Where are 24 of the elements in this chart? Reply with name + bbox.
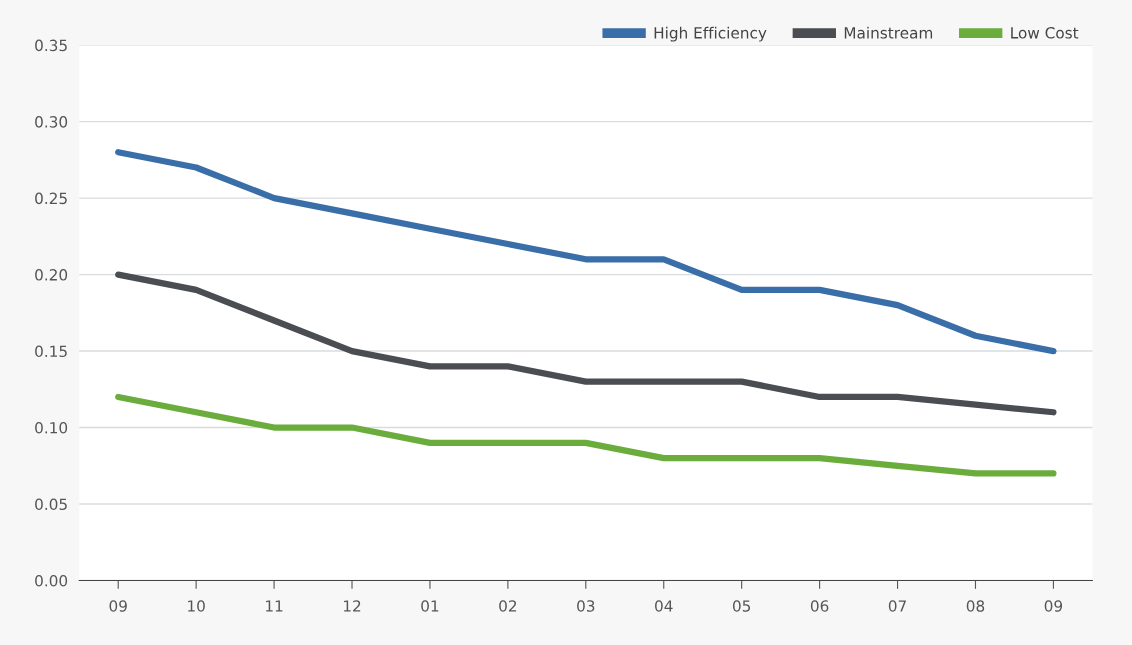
y-tick-label: 0.15 — [35, 345, 67, 358]
x-tick-label: 03 — [577, 600, 595, 612]
x-tick-label: 01 — [421, 600, 439, 612]
legend-label: Low Cost — [1011, 27, 1079, 39]
y-tick-label: 0.20 — [35, 269, 68, 281]
x-tick-label: 10 — [188, 600, 205, 612]
x-tick-label: 12 — [343, 600, 361, 612]
y-tick-label: 0.00 — [35, 574, 68, 587]
x-tick-label: 11 — [266, 600, 283, 612]
x-tick-label: 06 — [810, 600, 829, 612]
x-tick-label: 08 — [966, 600, 985, 612]
x-tick-label: 05 — [732, 600, 751, 612]
x-tick-label: 09 — [109, 600, 127, 612]
y-tick-label: 0.35 — [35, 39, 67, 52]
x-tick-label: 04 — [655, 600, 673, 612]
x-tick-label: 02 — [499, 600, 517, 612]
x-tick-label: 09 — [1044, 600, 1063, 612]
legend-label: Mainstream — [844, 26, 933, 39]
y-tick-label: 0.25 — [35, 192, 67, 205]
y-tick-label: 0.10 — [35, 422, 68, 434]
y-tick-label: 0.05 — [35, 498, 67, 511]
y-tick-label: 0.30 — [35, 116, 68, 128]
legend-label: High Efficiency — [654, 26, 767, 42]
x-tick-label: 07 — [888, 600, 906, 612]
